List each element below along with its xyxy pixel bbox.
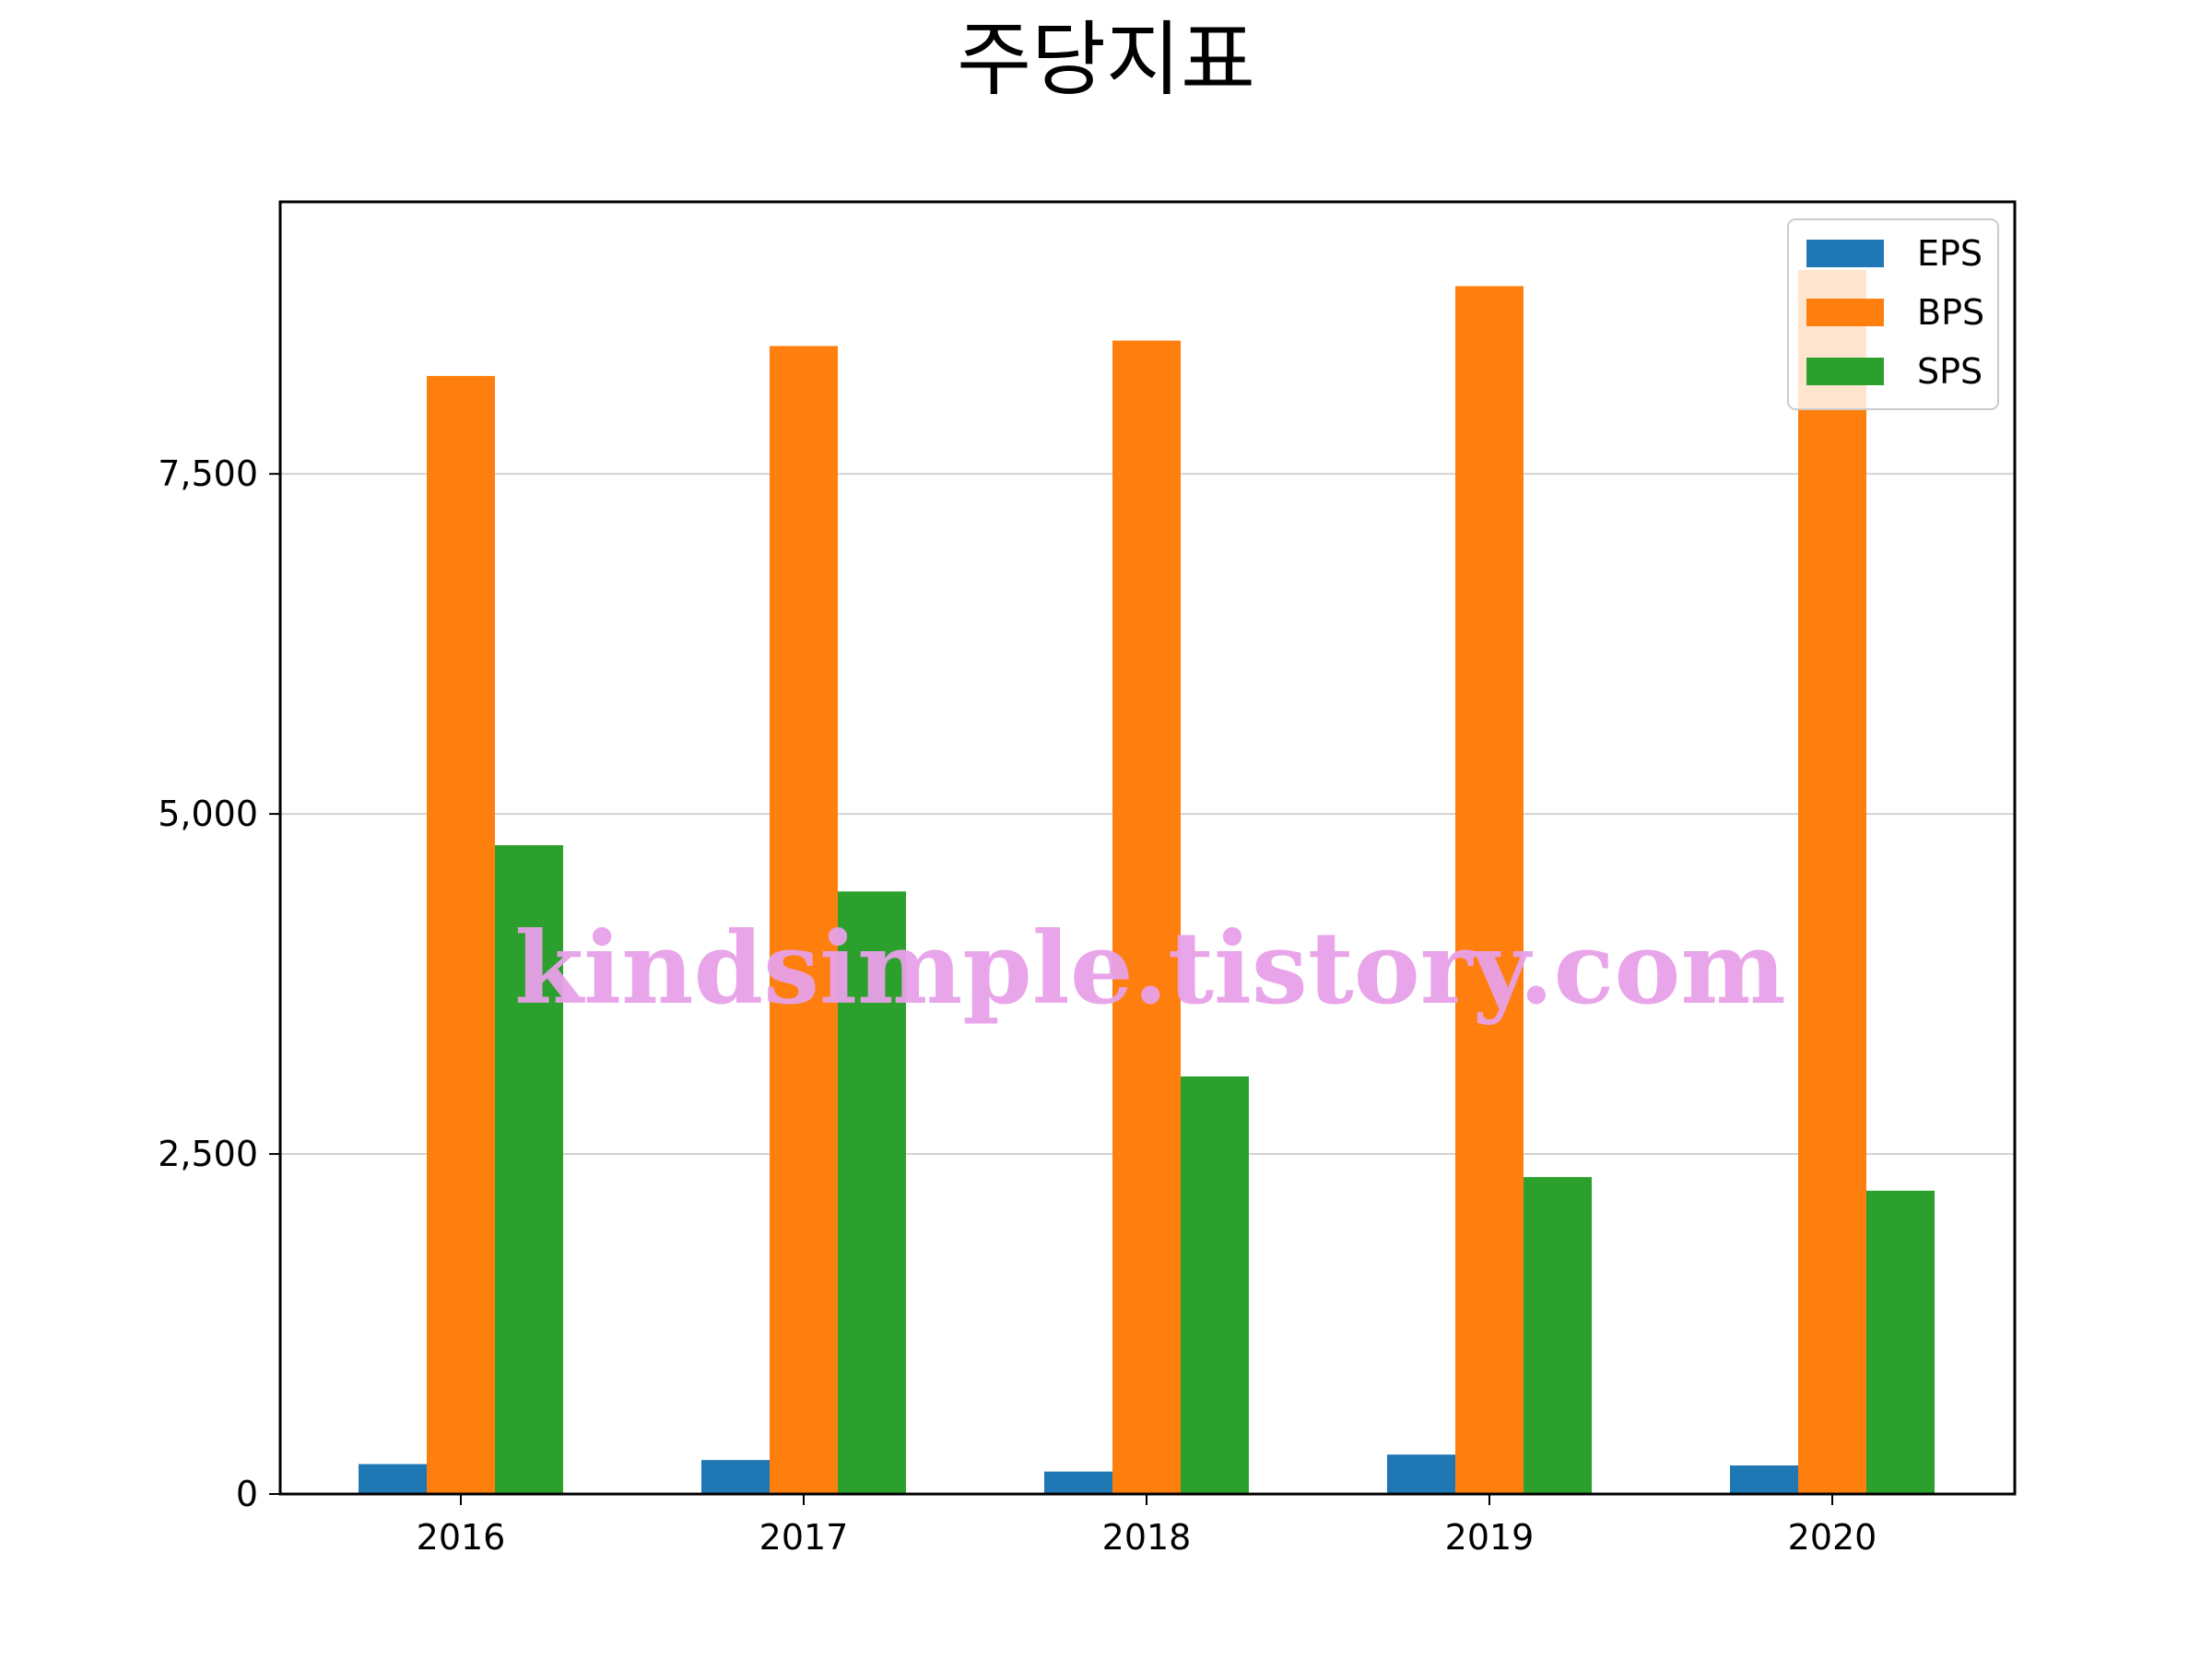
bar-bps-2019 — [1455, 286, 1524, 1494]
legend-label-bps: BPS — [1917, 292, 1984, 333]
legend-label-eps: EPS — [1917, 233, 1983, 274]
legend-swatch-sps — [1806, 358, 1884, 385]
bar-sps-2020 — [1866, 1190, 1935, 1494]
bar-eps-2017 — [701, 1460, 770, 1494]
x-tick-label: 2016 — [417, 1517, 506, 1558]
x-tick-label: 2020 — [1788, 1517, 1877, 1558]
bar-bps-2020 — [1798, 269, 1866, 1495]
x-axis: 2016 2017 2018 2019 2020 — [417, 1494, 1877, 1558]
y-tick-label: 0 — [236, 1474, 258, 1514]
y-tick-label: 7,500 — [158, 453, 258, 494]
x-tick-label: 2017 — [759, 1517, 849, 1558]
legend-label-sps: SPS — [1917, 351, 1983, 392]
bar-bps-2017 — [770, 346, 838, 1494]
y-axis: 0 2,500 5,000 7,500 — [158, 453, 280, 1514]
bar-eps-2019 — [1387, 1454, 1455, 1494]
x-tick-label: 2018 — [1102, 1517, 1192, 1558]
y-tick-label: 5,000 — [158, 794, 258, 834]
bar-bps-2018 — [1112, 340, 1181, 1494]
bar-sps-2018 — [1181, 1076, 1249, 1494]
legend-swatch-eps — [1806, 240, 1884, 267]
bar-sps-2016 — [495, 845, 563, 1494]
bar-sps-2017 — [838, 891, 906, 1494]
bars — [359, 269, 1935, 1495]
watermark-text: kindsimple.tistory.com — [514, 911, 1785, 1027]
bar-eps-2020 — [1730, 1465, 1798, 1494]
bar-sps-2019 — [1524, 1177, 1592, 1494]
bar-eps-2018 — [1044, 1471, 1112, 1494]
y-tick-label: 2,500 — [158, 1134, 258, 1174]
bar-eps-2016 — [359, 1464, 427, 1494]
legend-swatch-bps — [1806, 299, 1884, 326]
chart-title: 주당지표 — [957, 12, 1255, 107]
bar-bps-2016 — [427, 375, 495, 1494]
x-tick-label: 2019 — [1445, 1517, 1535, 1558]
legend: EPS BPS SPS — [1787, 218, 1999, 410]
